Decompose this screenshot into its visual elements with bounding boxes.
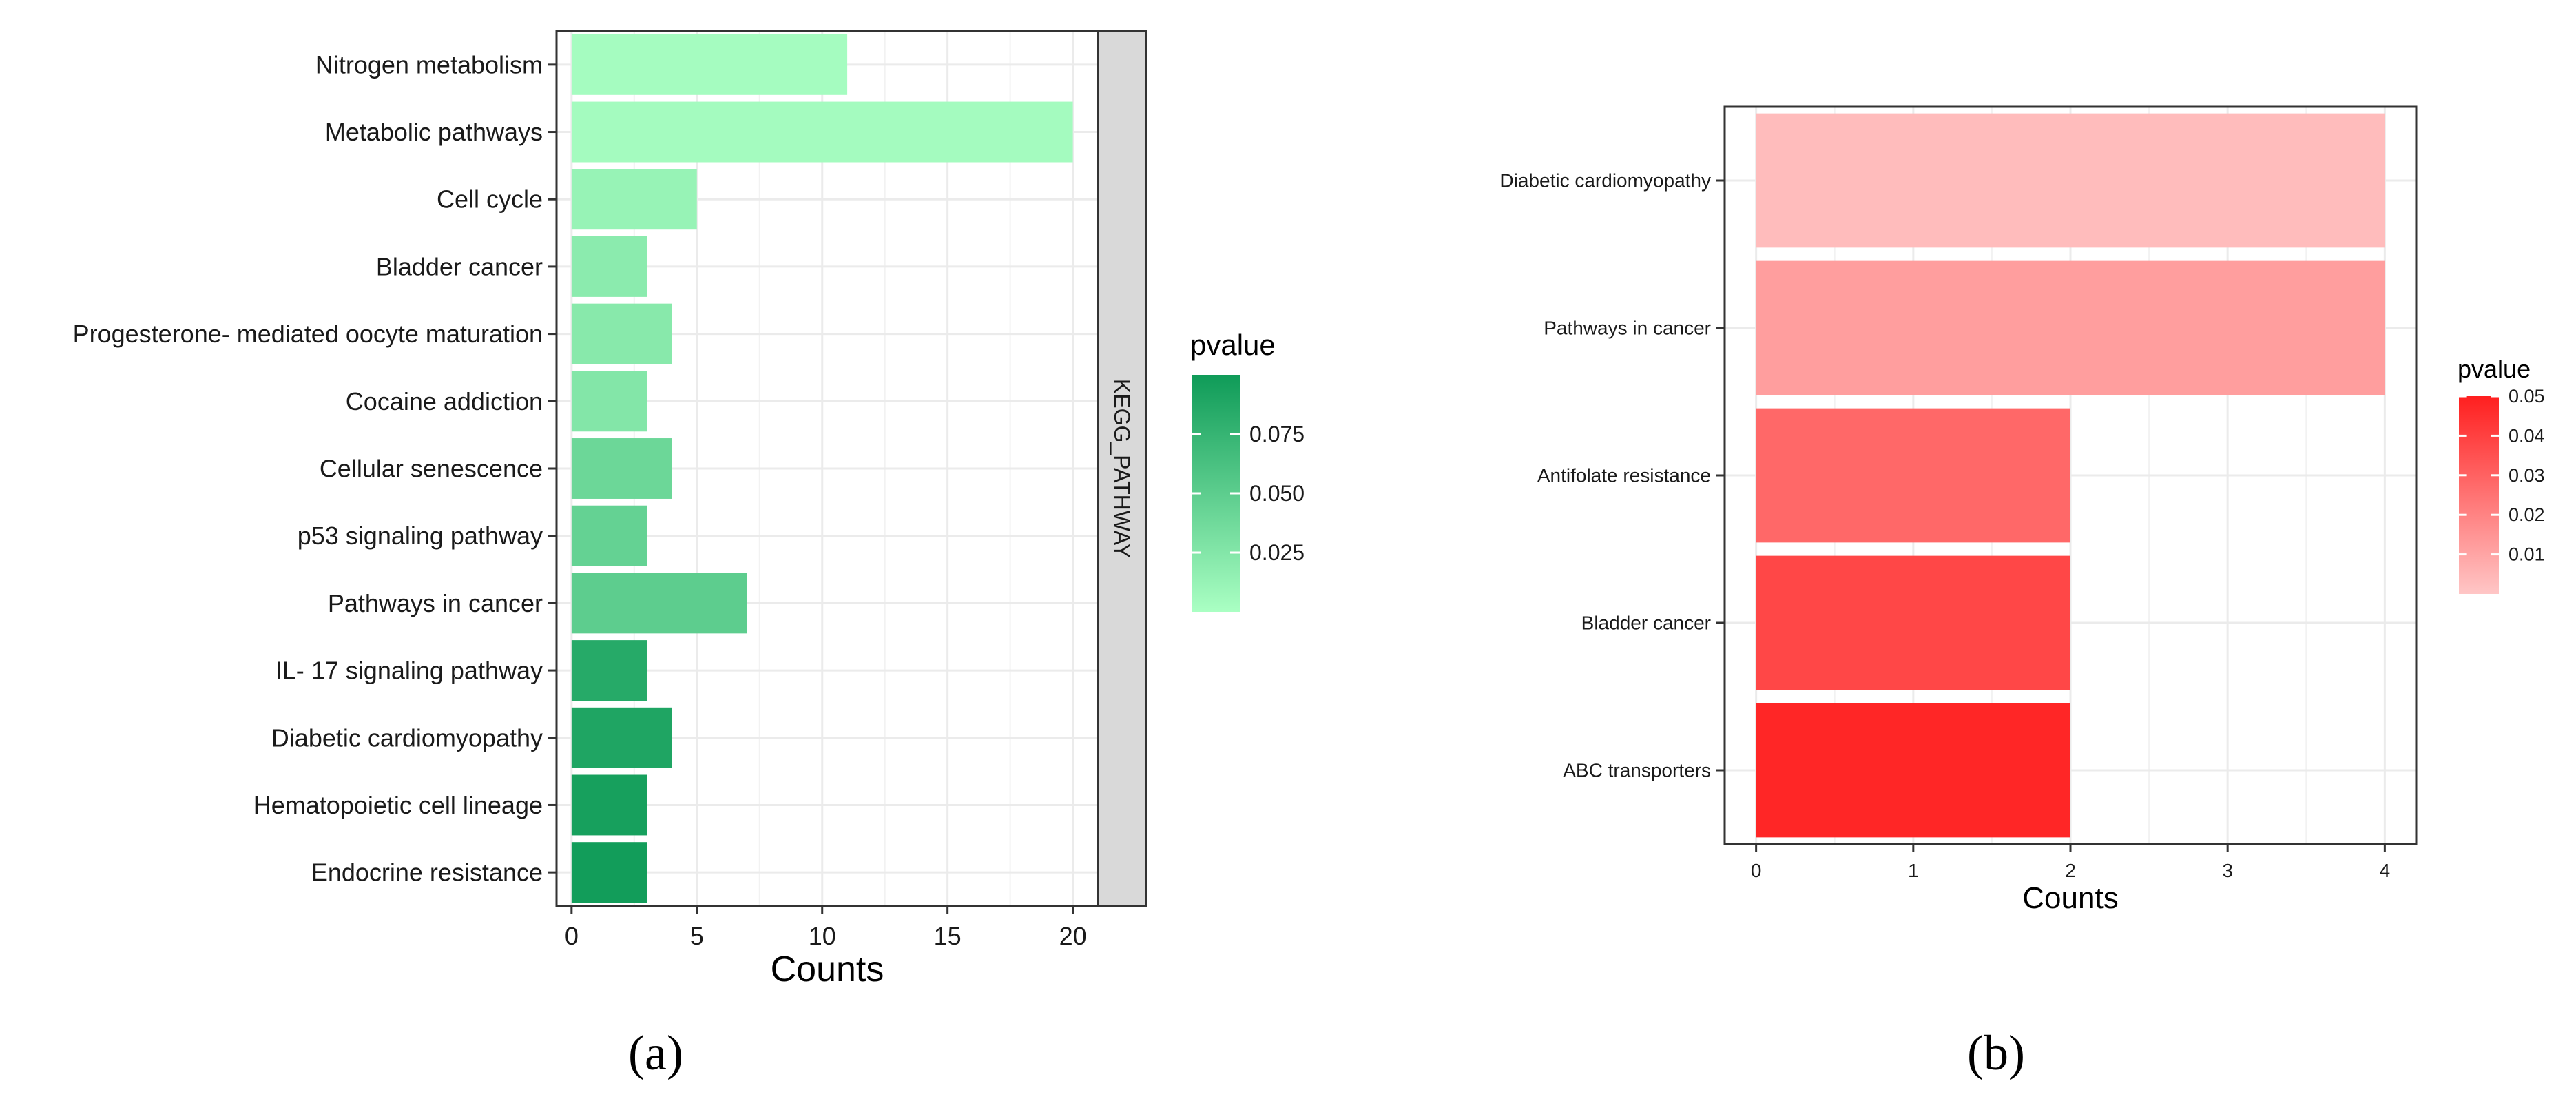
category-label: ABC transporters xyxy=(1563,760,1711,781)
bar xyxy=(571,438,672,499)
legend-tick-label: 0.02 xyxy=(2509,504,2545,525)
x-tick-label: 10 xyxy=(809,922,836,950)
legend-title: pvalue xyxy=(1190,329,1276,361)
bar xyxy=(571,169,697,230)
legend-tick-label: 0.01 xyxy=(2509,544,2545,565)
bar xyxy=(571,640,647,701)
legend-tick-label: 0.075 xyxy=(1249,422,1305,446)
x-axis-title: Counts xyxy=(771,949,884,989)
x-tick-label: 0 xyxy=(565,922,579,950)
category-label: Diabetic cardiomyopathy xyxy=(1499,170,1711,192)
category-label: Pathways in cancer xyxy=(1544,318,1711,339)
category-label: Pathways in cancer xyxy=(328,589,543,617)
x-tick-label: 5 xyxy=(690,922,704,950)
category-label: p53 signaling pathway xyxy=(298,522,543,550)
category-label: Hematopoietic cell lineage xyxy=(253,791,543,819)
x-tick-label: 1 xyxy=(1908,860,1919,881)
facet-strip xyxy=(1097,30,1147,907)
bar xyxy=(1756,113,2385,248)
bar xyxy=(571,505,647,566)
x-tick-label: 3 xyxy=(2222,860,2233,881)
legend-tick-label: 0.04 xyxy=(2509,425,2545,446)
panel-b: Diabetic cardiomyopathy Pathways in cance… xyxy=(1499,105,2545,1080)
x-tick-label: 2 xyxy=(2065,860,2076,881)
category-label: Cocaine addiction xyxy=(346,387,543,415)
x-tick-label: 20 xyxy=(1059,922,1087,950)
bar xyxy=(571,236,647,297)
legend-title: pvalue xyxy=(2458,355,2531,383)
legend-tick-label: 0.05 xyxy=(2509,386,2545,407)
bar xyxy=(571,34,848,95)
category-label: Cellular senescence xyxy=(320,455,543,483)
bar xyxy=(571,842,647,903)
category-label: Progesterone- mediated oocyte maturation xyxy=(73,320,543,348)
legend-tick-label: 0.03 xyxy=(2509,465,2545,486)
category-label: Antifolate resistance xyxy=(1537,465,1711,486)
x-tick-label: 15 xyxy=(934,922,962,950)
category-label: Nitrogen metabolism xyxy=(315,50,543,79)
bar xyxy=(1756,408,2070,543)
panel-label: (a) xyxy=(628,1025,683,1080)
bar xyxy=(571,573,747,634)
category-label: IL- 17 signaling pathway xyxy=(276,657,543,685)
legend-tick-label: 0.025 xyxy=(1249,540,1305,565)
category-label: Cell cycle xyxy=(437,185,543,214)
category-label: Diabetic cardiomyopathy xyxy=(271,723,543,752)
bar xyxy=(571,707,672,768)
bar xyxy=(1756,703,2070,838)
bar xyxy=(1756,260,2385,395)
category-label: Bladder cancer xyxy=(376,252,543,280)
category-label: Metabolic pathways xyxy=(325,118,543,146)
bar xyxy=(571,101,1073,163)
legend-tick-label: 0.050 xyxy=(1249,481,1305,506)
x-tick-label: 0 xyxy=(1751,860,1762,881)
x-axis-title: Counts xyxy=(2022,881,2118,915)
bar xyxy=(571,303,672,364)
facet-label: KEGG_PATHWAY xyxy=(1110,379,1134,558)
bar xyxy=(1756,555,2070,690)
category-label: Endocrine resistance xyxy=(311,859,543,887)
panel-label: (b) xyxy=(1967,1025,2025,1080)
legend-colorbar xyxy=(2459,396,2499,594)
x-tick-label: 4 xyxy=(2380,860,2391,881)
bar xyxy=(571,371,647,432)
category-label: Bladder cancer xyxy=(1581,613,1711,634)
bar xyxy=(571,774,647,836)
panel-a: Nitrogen metabolism Metabolic pathways Cel… xyxy=(73,30,1305,1080)
